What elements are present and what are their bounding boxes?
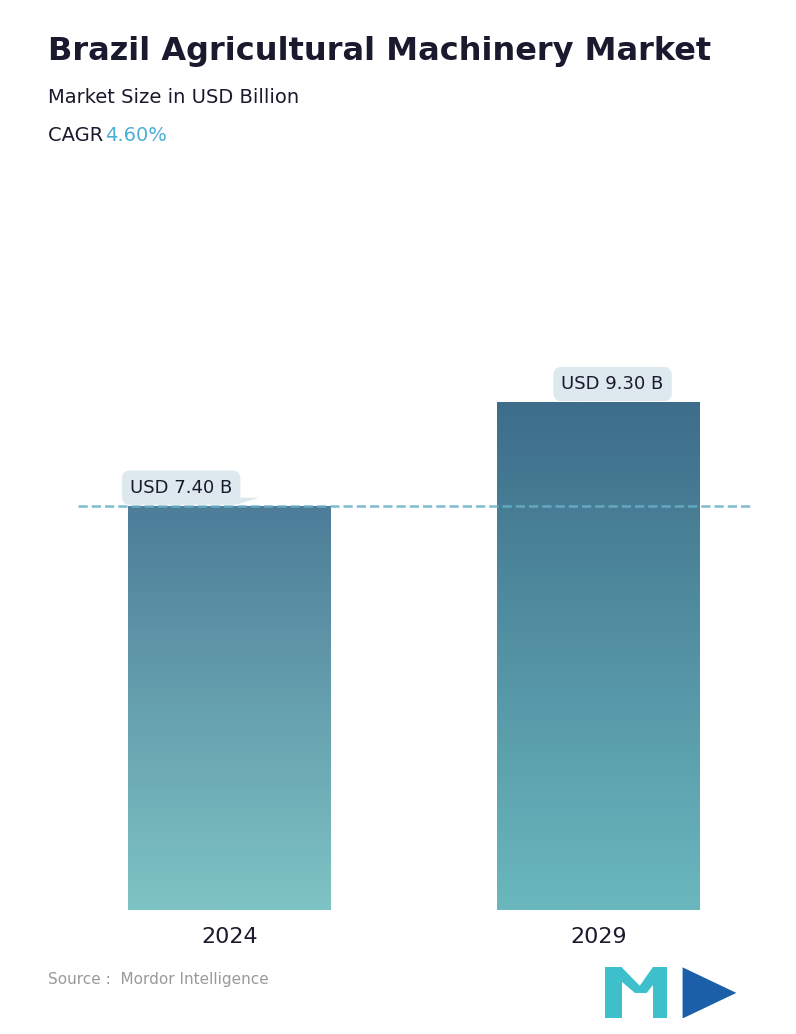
Text: USD 9.30 B: USD 9.30 B [561, 375, 664, 393]
Text: Market Size in USD Billion: Market Size in USD Billion [48, 88, 298, 107]
Polygon shape [653, 968, 667, 1018]
Text: Source :  Mordor Intelligence: Source : Mordor Intelligence [48, 972, 268, 987]
Text: USD 7.40 B: USD 7.40 B [130, 479, 232, 496]
Polygon shape [635, 968, 667, 993]
Polygon shape [554, 394, 602, 401]
Text: Brazil Agricultural Machinery Market: Brazil Agricultural Machinery Market [48, 36, 711, 67]
Text: CAGR: CAGR [48, 126, 109, 145]
Polygon shape [605, 968, 646, 993]
Polygon shape [605, 968, 622, 1018]
Polygon shape [683, 968, 736, 1018]
Text: 4.60%: 4.60% [105, 126, 167, 145]
Polygon shape [211, 497, 259, 505]
